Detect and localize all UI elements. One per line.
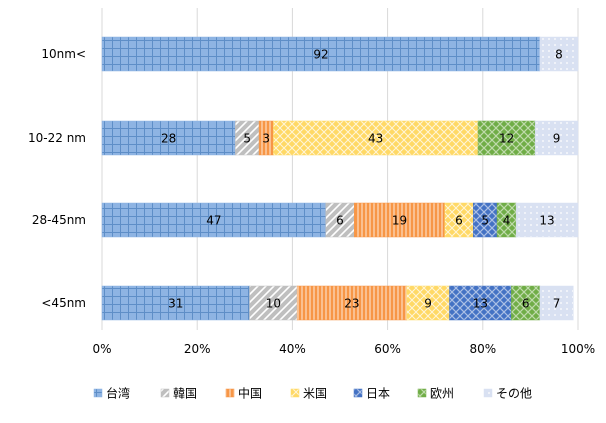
data-label: 23 [344, 297, 359, 311]
data-label: 19 [392, 214, 407, 228]
data-label: 13 [539, 214, 554, 228]
legend-item: 欧州 [417, 387, 454, 401]
data-label: 6 [522, 297, 530, 311]
x-tick-label: 20% [184, 342, 211, 356]
bars [101, 36, 579, 321]
legend-label: 韓国 [173, 387, 197, 401]
data-label: 6 [455, 214, 463, 228]
data-label: 92 [313, 48, 328, 62]
legend-swatch [353, 388, 363, 398]
bar-segment [539, 36, 579, 72]
data-label: 3 [262, 132, 270, 146]
legend-item: 米国 [290, 387, 327, 401]
legend-item: 日本 [353, 387, 390, 401]
category-label: 10nm< [41, 47, 86, 61]
x-tick-label: 80% [469, 342, 496, 356]
bar-segment [444, 202, 474, 238]
data-label: 10 [266, 297, 281, 311]
legend-item: 韓国 [160, 387, 197, 401]
legend-swatch [417, 388, 427, 398]
legend-label: 欧州 [430, 387, 454, 401]
legend-swatch [93, 388, 103, 398]
bar-segment [249, 285, 298, 321]
legend-label: 台湾 [106, 386, 130, 401]
legend-swatch [290, 388, 300, 398]
bar-segment [511, 285, 541, 321]
data-label: 5 [243, 132, 251, 146]
legend-item: 台湾 [93, 386, 130, 401]
category-label: 10-22 nm [28, 131, 86, 145]
data-label: 9 [553, 132, 561, 146]
legend-swatch [225, 388, 235, 398]
data-label: 6 [336, 214, 344, 228]
legend: 台湾 韓国 中国 米国 日本 欧州 その他 [93, 386, 532, 401]
bar-segment [354, 202, 445, 238]
legend-swatch [483, 388, 493, 398]
data-label: 8 [555, 48, 563, 62]
legend-swatch [160, 388, 170, 398]
bar-segment [534, 120, 579, 156]
legend-label: 中国 [238, 386, 262, 401]
bar-segment [101, 285, 250, 321]
x-tick-label: 0% [92, 342, 111, 356]
x-tick-label: 60% [374, 342, 401, 356]
data-label: 7 [553, 297, 561, 311]
data-label: 5 [481, 214, 489, 228]
bar-segment [296, 285, 407, 321]
bar-segment [449, 285, 512, 321]
category-labels: 10nm< 10-22 nm 28-45nm <45nm [28, 47, 86, 310]
legend-item: 中国 [225, 386, 262, 401]
bar-segment [101, 202, 326, 238]
data-label: 13 [473, 297, 488, 311]
legend-item: その他 [483, 387, 532, 401]
bar-segment [539, 285, 574, 321]
legend-label: 日本 [366, 387, 390, 401]
data-label: 28 [161, 132, 176, 146]
legend-label: その他 [496, 387, 532, 401]
bar-segment [273, 120, 479, 156]
legend-label: 米国 [303, 387, 327, 401]
data-label: 47 [206, 214, 221, 228]
bar-segment [101, 120, 236, 156]
data-label: 4 [503, 214, 511, 228]
x-tick-label: 100% [561, 342, 595, 356]
bar-segment [477, 120, 536, 156]
data-label: 12 [499, 132, 514, 146]
category-label: 28-45nm [32, 213, 86, 227]
data-label: 43 [368, 132, 383, 146]
bar-segment [515, 202, 579, 238]
category-label: <45nm [41, 296, 86, 310]
data-label: 9 [424, 297, 432, 311]
x-tick-labels: 0% 20% 40% 60% 80% 100% [92, 342, 595, 356]
bar-segment [101, 36, 541, 72]
bar-segment [406, 285, 450, 321]
x-tick-label: 40% [279, 342, 306, 356]
data-label: 31 [168, 297, 183, 311]
